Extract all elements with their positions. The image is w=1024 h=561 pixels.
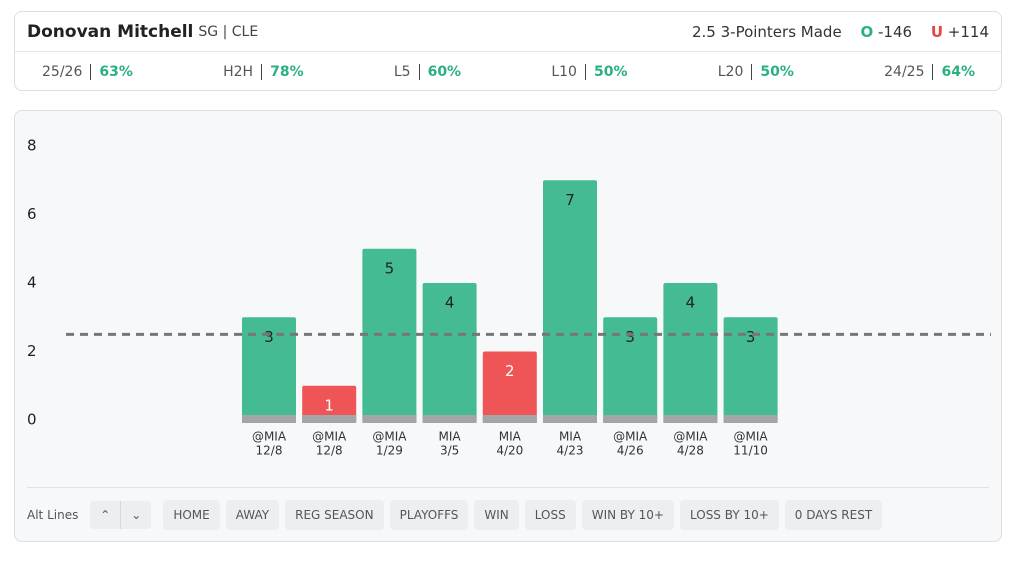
stat: L20 50% — [717, 63, 794, 80]
bar-value-label: 1 — [324, 396, 334, 414]
bar — [242, 317, 296, 423]
alt-lines-label: Alt Lines — [27, 508, 79, 522]
x-tick-date: 4/20 — [496, 444, 523, 458]
stat: 25/26 63% — [42, 63, 133, 80]
alt-line-down[interactable]: ⌄ — [131, 508, 142, 522]
x-tick-date: 4/28 — [677, 444, 704, 458]
bar-base — [422, 415, 477, 423]
x-tick-date: 3/5 — [440, 444, 459, 458]
bar-base — [482, 415, 537, 423]
bar — [603, 317, 658, 423]
filter-button[interactable]: AWAY — [225, 500, 280, 530]
stats-row: 25/26 63% H2H 78% L5 60% L10 50% L20 50% 24/25 64% — [15, 52, 1001, 91]
x-tick-label: MIA — [439, 430, 462, 444]
y-tick-label: 2 — [27, 342, 37, 360]
x-tick-date: 12/8 — [316, 444, 343, 458]
bar-base — [302, 415, 357, 423]
x-tick-label: @MIA — [252, 430, 287, 444]
chart: 024683@MIA12/81@MIA12/85@MIA1/294MIA3/52… — [27, 137, 991, 458]
under-odds[interactable]: +114 — [947, 22, 989, 41]
stat-label: L20 — [717, 63, 753, 80]
bar-value-label: 7 — [565, 191, 575, 209]
x-tick-label: MIA — [499, 430, 522, 444]
bar-base — [603, 415, 658, 423]
bar-value-label: 3 — [264, 328, 274, 346]
player-name: Donovan Mitchell — [27, 21, 194, 42]
x-tick-date: 4/23 — [557, 444, 584, 458]
filter-button[interactable]: 0 DAYS REST — [784, 500, 883, 530]
bar — [482, 351, 537, 423]
under-label[interactable]: U — [930, 22, 944, 41]
stat-value: 50% — [760, 63, 794, 80]
bar — [723, 317, 778, 423]
bar-base — [362, 415, 417, 423]
bar — [422, 283, 477, 423]
stat: H2H 78% — [223, 63, 304, 80]
market: 2.5 3-Pointers Made O -146 U +114 — [692, 23, 989, 41]
bar-value-label: 3 — [625, 328, 635, 346]
market-name: 3-Pointers Made — [720, 22, 842, 41]
bar-value-label: 2 — [505, 362, 515, 380]
stat: 24/25 64% — [884, 63, 975, 80]
y-tick-label: 4 — [27, 274, 37, 292]
header-top: Donovan Mitchell SG | CLE 2.5 3-Pointers… — [15, 12, 1001, 52]
alt-lines-control: ⌃ ⌄ — [90, 501, 152, 529]
x-tick-label: @MIA — [734, 430, 769, 444]
stat: L10 50% — [551, 63, 628, 80]
stat-value: 78% — [270, 63, 304, 80]
bar-base — [723, 415, 778, 423]
header-card: Donovan Mitchell SG | CLE 2.5 3-Pointers… — [14, 11, 1002, 91]
stat-value: 64% — [941, 63, 975, 80]
x-tick-label: @MIA — [673, 430, 708, 444]
player-position: SG | CLE — [198, 23, 259, 40]
line-value: 2.5 — [691, 22, 716, 41]
bar — [302, 385, 357, 423]
bar-value-label: 4 — [445, 294, 455, 312]
x-tick-date: 11/10 — [733, 444, 768, 458]
chart-card: 0 2 4 6 8 3 @MIA 12/8 1 @MIA 12/8 5 @MIA 1/29 4 MIA 3/5 2… — [14, 110, 1002, 542]
x-tick-label: @MIA — [312, 430, 347, 444]
y-tick-label: 8 — [27, 137, 37, 155]
filter-button[interactable]: PLAYOFFS — [389, 500, 469, 530]
filter-button[interactable]: LOSS — [524, 500, 576, 530]
bar-value-label: 5 — [385, 259, 395, 277]
stat-label: 24/25 — [884, 63, 934, 80]
alt-line-up[interactable]: ⌃ — [90, 501, 122, 529]
bar-base — [663, 415, 718, 423]
stat-label: H2H — [223, 63, 263, 80]
y-tick-label: 6 — [27, 205, 37, 223]
filter-button[interactable]: WIN — [474, 500, 519, 530]
stat: L5 60% — [393, 63, 462, 80]
stat-value: 60% — [427, 63, 462, 80]
bar-base — [242, 415, 296, 423]
y-tick-label: 0 — [27, 411, 37, 429]
filter-button[interactable]: WIN BY 10+ — [581, 500, 674, 530]
stat-value: 63% — [99, 63, 133, 80]
filter-button[interactable]: LOSS BY 10+ — [679, 500, 779, 530]
x-tick-label: @MIA — [613, 430, 648, 444]
bar-value-label: 4 — [686, 294, 696, 312]
stat-label: L10 — [551, 63, 586, 80]
bar-base — [543, 415, 597, 423]
over-label[interactable]: O — [860, 22, 874, 41]
filter-button[interactable]: HOME — [163, 500, 220, 530]
stat-value: 50% — [593, 63, 628, 80]
x-tick-date: 4/26 — [617, 444, 644, 458]
filters: Alt Lines ⌃ ⌄ HOME AWAY REG SEASON PLAYOFFS… — [27, 487, 989, 542]
x-tick-date: 12/8 — [256, 444, 283, 458]
x-tick-date: 1/29 — [376, 444, 403, 458]
bar — [663, 283, 718, 423]
bar-value-label: 3 — [746, 328, 756, 346]
x-tick-label: MIA — [559, 430, 582, 444]
stat-label: 25/26 — [42, 63, 92, 80]
filter-button[interactable]: REG SEASON — [285, 500, 384, 530]
bar — [543, 180, 597, 423]
stat-label: L5 — [393, 63, 420, 80]
over-odds[interactable]: -146 — [878, 22, 913, 41]
x-tick-label: @MIA — [372, 430, 407, 444]
